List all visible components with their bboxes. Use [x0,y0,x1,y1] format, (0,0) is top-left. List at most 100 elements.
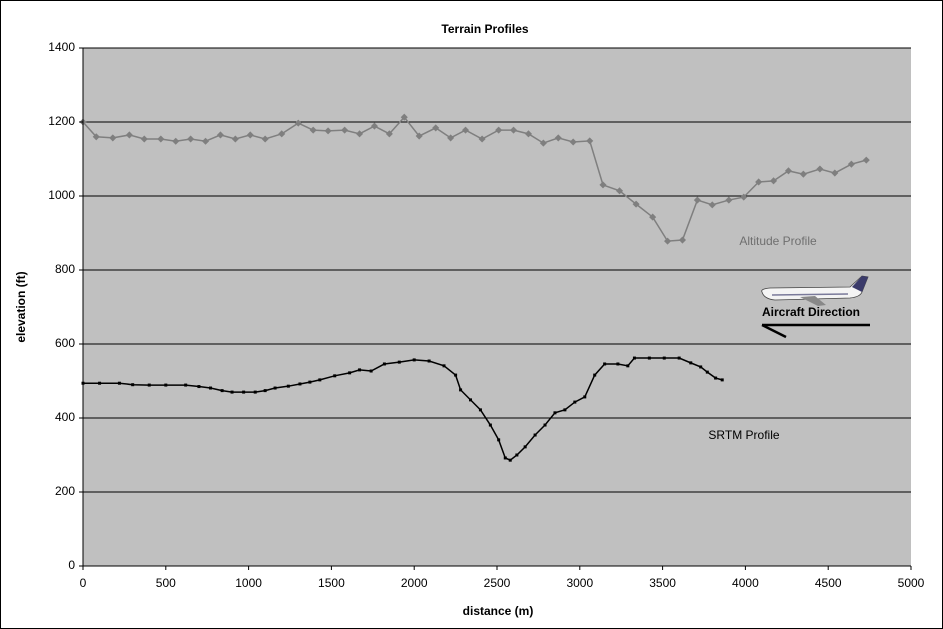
data-point [447,134,455,142]
data-point [318,378,322,382]
data-point [508,458,512,462]
chart-title: Terrain Profiles [441,22,528,36]
data-point [333,374,337,378]
data-point [400,113,408,121]
y-axis-label: elevation (ft) [14,271,28,342]
data-point [462,126,470,134]
data-point [497,438,501,442]
data-point [626,364,630,368]
x-tick-label: 4000 [732,576,759,590]
series-label: SRTM Profile [708,428,779,442]
series-line [82,116,867,242]
x-tick-label: 2500 [484,576,511,590]
data-point [488,423,492,427]
data-point [632,356,636,360]
data-point [583,395,587,399]
data-point [432,124,440,132]
data-point [261,135,269,143]
data-point [157,135,165,143]
data-point [382,362,386,366]
data-point [459,388,463,392]
data-point [125,131,133,139]
data-point [231,135,239,143]
data-point [563,408,567,412]
data-point [412,358,416,362]
x-tick-label: 4500 [815,576,842,590]
data-point [495,126,503,134]
data-point [647,356,651,360]
data-point [569,138,577,146]
data-point [678,236,687,244]
data-point [278,130,286,138]
x-tick-label: 500 [156,576,176,590]
data-point [593,373,597,377]
aircraft-icon [761,275,869,306]
y-tick-label: 400 [55,410,75,424]
data-point [770,177,778,185]
data-point [131,383,135,387]
data-point [147,383,151,387]
data-point [216,131,224,139]
data-point [140,135,148,143]
data-point [356,130,364,138]
data-point [164,383,168,387]
data-point [831,169,839,177]
data-point [740,193,748,201]
data-point [309,126,317,134]
data-point [523,445,527,449]
data-point [755,178,763,186]
data-point [369,369,373,373]
data-point [348,371,352,375]
data-point [220,389,224,393]
data-point [478,135,486,143]
data-point [510,126,518,134]
direction-arrow [761,323,870,339]
data-point [341,126,349,134]
data-point [689,361,693,365]
data-point [209,386,213,390]
data-point [253,390,257,394]
data-point [263,389,267,393]
data-point [117,381,121,385]
data-point [524,130,532,138]
data-point [358,368,362,372]
x-tick-label: 1500 [318,576,345,590]
data-point [503,456,507,460]
data-point [616,187,624,195]
data-point [699,365,703,369]
data-point [816,165,824,173]
data-point [172,137,180,145]
data-point [705,370,709,374]
data-point [539,139,547,147]
data-point [242,390,246,394]
data-point [533,433,537,437]
data-point [693,196,701,204]
data-point [109,134,117,142]
data-point [784,167,792,175]
data-point [603,362,607,366]
y-tick-label: 800 [55,262,75,276]
x-tick-label: 5000 [898,576,925,590]
y-tick-label: 600 [55,336,75,350]
data-point [708,201,716,209]
data-point [454,373,458,377]
data-point [385,130,393,138]
data-point [649,213,657,221]
data-point [286,384,290,388]
data-point [469,398,473,402]
data-point [202,137,210,145]
data-point [677,356,681,360]
x-tick-label: 1000 [235,576,262,590]
data-point [586,137,594,145]
data-point [187,135,195,143]
data-point [184,383,188,387]
data-point [664,237,672,245]
data-point [397,360,401,364]
data-point [197,385,201,389]
data-point [92,133,100,141]
data-point [370,122,378,130]
data-point [478,408,482,412]
y-tick-label: 1000 [48,188,75,202]
grid [83,47,911,567]
